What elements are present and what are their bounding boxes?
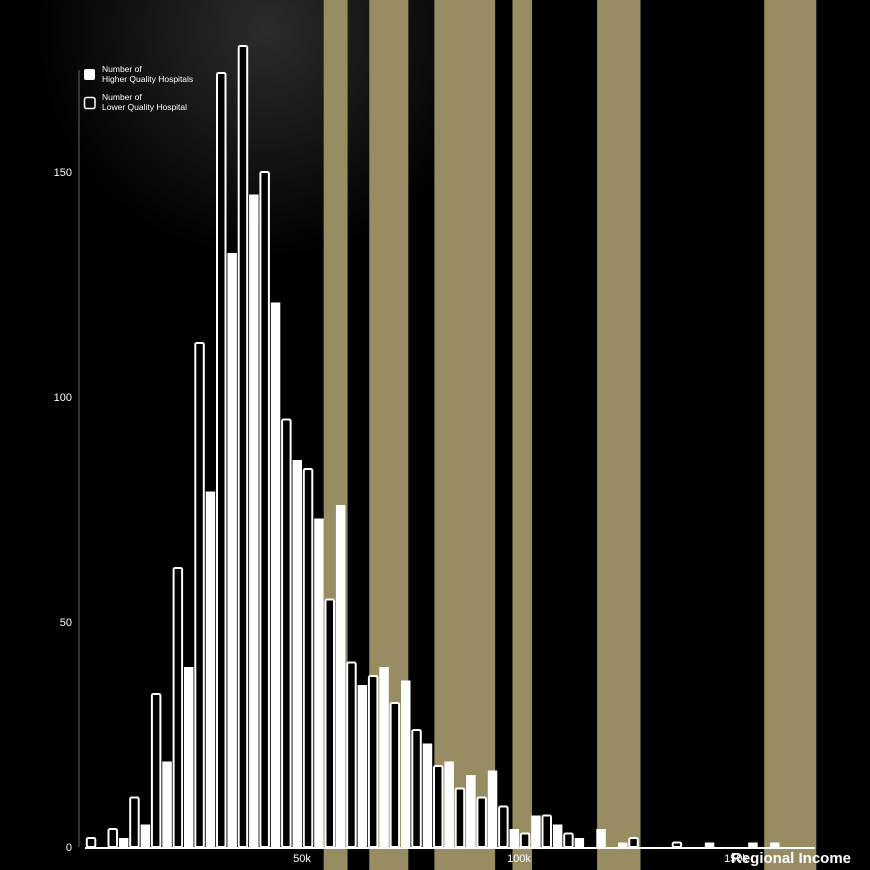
- bar-lower-quality: [454, 787, 466, 848]
- bar-lower-quality: [628, 837, 639, 848]
- bar-higher-quality: [184, 667, 194, 847]
- bar-lower-quality: [237, 45, 249, 848]
- income-bands: [323, 0, 817, 870]
- bars: [85, 45, 780, 848]
- bar-lower-quality: [150, 693, 162, 848]
- bar-higher-quality: [292, 460, 302, 847]
- bar-higher-quality: [704, 842, 715, 847]
- bar-lower-quality: [216, 72, 227, 848]
- bar-lower-quality: [433, 765, 444, 848]
- bar-higher-quality: [335, 505, 346, 847]
- bar-lower-quality: [389, 702, 401, 848]
- bar-higher-quality: [444, 761, 454, 847]
- bar-higher-quality: [552, 824, 563, 847]
- bar-lower-quality: [129, 796, 140, 848]
- bar-lower-quality: [563, 832, 574, 848]
- bar-higher-quality: [249, 194, 259, 847]
- legend-swatch-higher: [84, 69, 95, 80]
- legend: Number of Higher Quality Hospitals Number…: [83, 64, 193, 112]
- bar-higher-quality: [270, 302, 281, 847]
- bar-higher-quality: [769, 842, 780, 847]
- bar-higher-quality: [422, 743, 433, 847]
- bar-higher-quality: [379, 667, 389, 847]
- bar-lower-quality: [498, 805, 509, 848]
- income-band-4: [597, 0, 641, 870]
- bar-lower-quality: [172, 567, 184, 848]
- bar-lower-quality: [346, 661, 357, 848]
- legend-label-lower: Number of Lower Quality Hospital: [102, 92, 187, 112]
- y-tick-label: 50: [60, 617, 72, 629]
- bar-higher-quality: [118, 838, 129, 847]
- bar-lower-quality: [85, 837, 97, 848]
- bar-higher-quality: [205, 491, 216, 847]
- bar-higher-quality: [509, 829, 519, 847]
- legend-swatch-lower: [83, 96, 96, 110]
- bar-higher-quality: [401, 680, 411, 847]
- bar-lower-quality: [671, 841, 683, 848]
- y-tick-label: 100: [54, 392, 72, 404]
- bar-higher-quality: [596, 829, 606, 847]
- y-axis: 0 50 100 150: [54, 70, 80, 854]
- bar-lower-quality: [302, 468, 314, 848]
- bar-lower-quality: [107, 828, 118, 848]
- bar-lower-quality: [259, 171, 270, 848]
- legend-label-higher: Number of Higher Quality Hospitals: [102, 64, 193, 84]
- bar-lower-quality: [194, 342, 205, 848]
- bar-lower-quality: [476, 796, 487, 848]
- bar-higher-quality: [487, 770, 498, 847]
- y-tick-label: 150: [54, 167, 72, 179]
- bar-lower-quality: [367, 675, 379, 848]
- bar-higher-quality: [162, 761, 172, 847]
- bar-higher-quality: [574, 838, 585, 847]
- bar-higher-quality: [748, 842, 758, 847]
- bar-higher-quality: [140, 824, 151, 847]
- x-tick-label: 100k: [507, 853, 531, 865]
- x-axis-title: Regional Income: [731, 850, 851, 867]
- x-tick-label: 50k: [293, 853, 311, 865]
- bar-lower-quality: [281, 418, 292, 848]
- x-tick-labels: 50k 100k 150k: [293, 853, 748, 865]
- bar-higher-quality: [314, 518, 324, 847]
- bar-higher-quality: [466, 775, 476, 847]
- income-band-3: [512, 0, 533, 870]
- income-band-2: [434, 0, 496, 870]
- bar-higher-quality: [531, 815, 541, 847]
- bar-lower-quality: [411, 729, 422, 848]
- bar-lower-quality: [541, 814, 552, 848]
- income-band-5: [764, 0, 817, 870]
- y-tick-label: 0: [66, 842, 72, 854]
- bar-lower-quality: [324, 598, 335, 848]
- bar-higher-quality: [227, 253, 237, 847]
- x-tick-label: 150k: [724, 853, 748, 865]
- bar-higher-quality: [357, 685, 368, 847]
- bar-lower-quality: [519, 832, 531, 848]
- bar-higher-quality: [618, 842, 628, 847]
